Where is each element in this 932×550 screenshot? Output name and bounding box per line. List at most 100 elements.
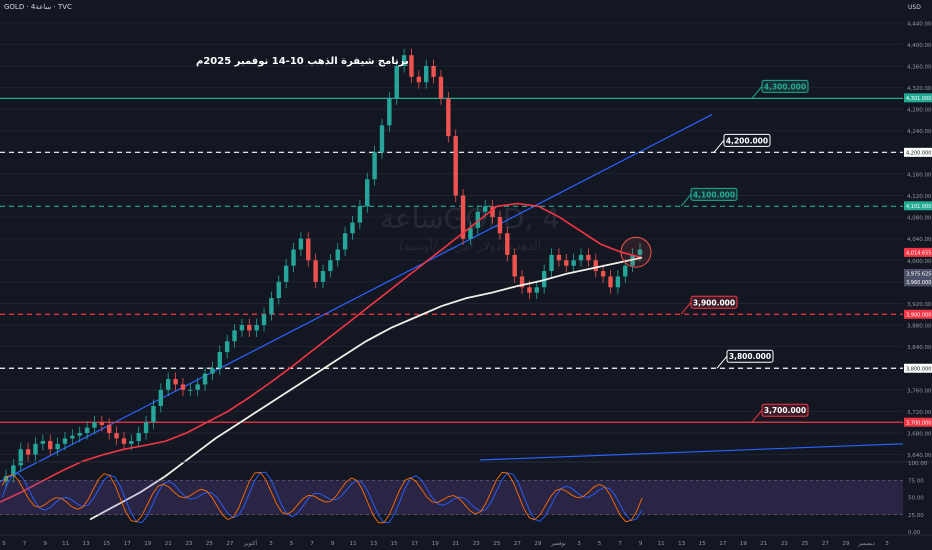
symbol-header: GOLD · 4ساعة · TVC xyxy=(4,3,72,11)
candle-body xyxy=(593,260,598,272)
watermark-subtitle: الذهب (دولار أمريكي/أونصة) xyxy=(399,238,541,254)
candle-body xyxy=(195,384,200,390)
candle-body xyxy=(564,260,569,266)
x-tick-label: 9 xyxy=(43,541,47,547)
x-tick-label: 29 xyxy=(534,541,541,547)
candle-body xyxy=(534,287,539,293)
axis-badge xyxy=(904,247,932,257)
candle-body xyxy=(232,330,237,342)
axis-badge-label: 3,975.625 xyxy=(906,272,931,278)
x-tick-label: 7 xyxy=(618,541,622,547)
level-label: 3,700.000 xyxy=(764,406,806,415)
axis-badge xyxy=(904,268,932,278)
candle-body xyxy=(505,233,510,255)
candle-body xyxy=(608,276,613,288)
y-tick-label: 4,440.000 xyxy=(907,21,932,27)
x-tick-label: نوفمبر xyxy=(550,541,566,547)
candle-body xyxy=(394,65,399,99)
candle-body xyxy=(490,206,495,218)
x-tick-label: 21 xyxy=(452,541,459,547)
x-tick-label: 7 xyxy=(23,541,27,547)
oscillator-tick-label: 100.00 xyxy=(908,461,928,467)
oscillator-band xyxy=(0,480,903,515)
trendline xyxy=(0,114,713,483)
x-tick-label: 11 xyxy=(658,541,665,547)
candle-body xyxy=(578,254,584,261)
oscillator-tick-label: 75.00 xyxy=(908,478,924,484)
candle-body xyxy=(460,195,466,239)
axis-badge-label: 4,101.000 xyxy=(906,204,931,210)
axis-badge-label: 4,301.000 xyxy=(906,96,931,102)
level-label-box xyxy=(726,349,774,363)
oscillator-d-line xyxy=(1,471,643,524)
x-tick-label: 3 xyxy=(885,541,889,547)
candle-body xyxy=(313,260,318,282)
axis-badge-label: 4,200.000 xyxy=(906,151,931,157)
level-leader xyxy=(680,193,692,207)
y-tick-label: 4,160.000 xyxy=(907,172,932,178)
x-tick-label: 21 xyxy=(165,541,172,547)
candle-body xyxy=(210,368,215,374)
candle-body xyxy=(342,233,348,250)
candle-body xyxy=(468,227,473,239)
candle-body xyxy=(512,254,517,277)
candle-body xyxy=(475,211,481,228)
candle-body xyxy=(158,389,164,407)
candle-body xyxy=(283,265,289,282)
level-leader xyxy=(751,86,763,99)
x-tick-label: 15 xyxy=(391,541,398,547)
x-tick-label: 25 xyxy=(206,541,213,547)
candle-body xyxy=(40,441,46,444)
candle-body xyxy=(431,65,436,77)
level-label: 3,800.000 xyxy=(729,352,771,361)
axis-badge-label: 4,014.655 xyxy=(906,251,931,257)
oscillator-tick-label: 50.00 xyxy=(908,496,924,502)
candle-body xyxy=(416,76,422,83)
y-tick-label: 3,640.000 xyxy=(907,453,932,459)
candle-body xyxy=(306,238,311,261)
candle-body xyxy=(180,384,186,390)
x-tick-label: 19 xyxy=(740,541,747,547)
x-tick-label: 17 xyxy=(411,541,418,547)
x-tick-label: 9 xyxy=(639,541,643,547)
level-leader xyxy=(713,140,725,153)
x-tick-label: 23 xyxy=(185,541,192,547)
x-tick-label: 11 xyxy=(350,541,357,547)
candle-body xyxy=(453,136,458,196)
candle-body xyxy=(136,433,141,442)
candle-body xyxy=(482,206,488,212)
candle-body xyxy=(637,249,643,255)
ma-fast-line xyxy=(0,202,643,503)
x-tick-label: 9 xyxy=(331,541,335,547)
x-tick-label: ديسمبر xyxy=(857,541,875,547)
y-tick-label: 4,000.000 xyxy=(907,259,932,265)
y-tick-label: 4,400.000 xyxy=(907,43,932,49)
candle-body xyxy=(77,433,82,436)
y-tick-label: 4,080.000 xyxy=(907,216,932,222)
x-tick-label: 23 xyxy=(473,541,480,547)
candle-body xyxy=(261,314,267,326)
level-leader xyxy=(751,409,763,423)
x-tick-label: أكتوبر xyxy=(243,539,258,547)
x-tick-label: 13 xyxy=(678,541,685,547)
candle-body xyxy=(320,271,326,282)
level-label-box xyxy=(723,133,771,147)
candle-body xyxy=(615,276,621,288)
x-tick-label: 25 xyxy=(801,541,808,547)
axis-badge-label: 3,960.000 xyxy=(906,280,931,286)
level-label-box xyxy=(690,295,738,309)
x-tick-label: 7 xyxy=(310,541,314,547)
x-tick-label: 5 xyxy=(2,541,6,547)
currency-label: USD xyxy=(908,4,921,11)
candle-body xyxy=(556,254,562,261)
ma-slow-line xyxy=(89,256,643,521)
candle-body xyxy=(409,55,414,77)
candle-body xyxy=(365,179,370,207)
level-leader xyxy=(716,355,728,369)
candle-body xyxy=(424,65,429,83)
x-tick-label: 23 xyxy=(781,541,788,547)
oscillator-tick-label: 25.00 xyxy=(908,513,924,519)
y-tick-label: 4,280.000 xyxy=(907,108,932,114)
candle-body xyxy=(55,443,60,450)
candle-body xyxy=(48,441,53,450)
